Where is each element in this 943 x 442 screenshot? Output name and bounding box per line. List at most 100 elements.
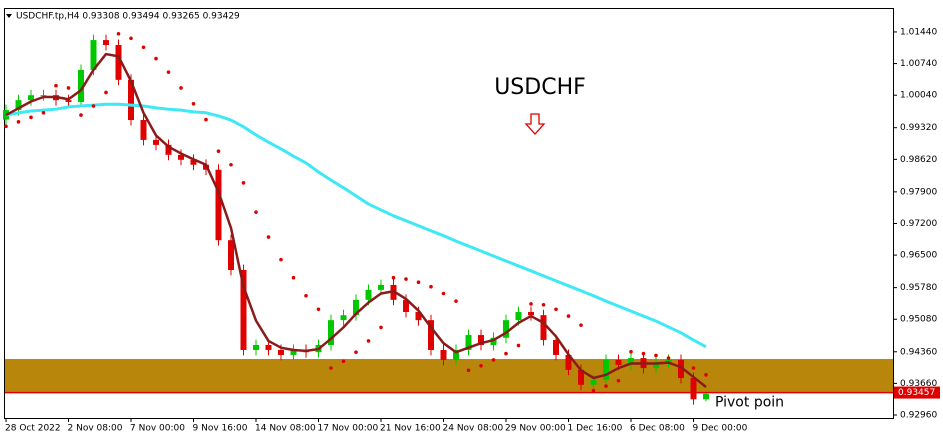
sar-dot: [404, 277, 408, 281]
candle-body: [478, 335, 484, 345]
sar-dot: [491, 358, 496, 362]
pivot-zone: [5, 359, 893, 393]
sar-dot: [541, 302, 546, 307]
candle-body: [353, 299, 359, 316]
candle-body: [153, 139, 159, 145]
candle-body: [540, 315, 547, 341]
candle-body: [553, 340, 559, 355]
sar-dot: [266, 235, 271, 239]
chart-header: USDCHF.tp,H4 0.93308 0.93494 0.93265 0.9…: [16, 12, 240, 22]
candle-body: [340, 315, 347, 321]
candle-body: [28, 95, 34, 101]
moving-average: [5, 52, 707, 388]
x-tick-label: 9 Nov 16:00: [193, 424, 248, 434]
sar-dot: [554, 307, 558, 312]
sar-dot: [579, 323, 583, 327]
candle-body: [265, 344, 272, 350]
y-tick-label: 0.95780: [900, 283, 937, 293]
sar-dot: [379, 325, 383, 330]
candle-body: [253, 344, 259, 350]
sar-dot: [229, 162, 233, 167]
candle-body: [453, 349, 459, 360]
sar-dot: [366, 339, 371, 343]
sar-dot: [29, 115, 33, 120]
x-tick-label: 21 Nov 16:00: [380, 424, 441, 434]
candle-body: [228, 240, 234, 271]
sar-dot: [341, 359, 346, 364]
sar-dot: [179, 86, 183, 90]
sar-dot: [391, 275, 396, 280]
sar-dot: [654, 353, 658, 358]
sar-dot: [516, 343, 521, 348]
sar-dot: [591, 388, 596, 393]
sar-dot: [566, 314, 571, 318]
candle-body: [403, 299, 409, 313]
sar-dot: [479, 363, 483, 368]
candle-body: [703, 393, 709, 400]
candle-body: [578, 369, 584, 385]
sar-dot: [141, 45, 146, 50]
sar-dot: [279, 257, 283, 262]
x-tick-label: 7 Nov 00:00: [130, 424, 185, 434]
x-tick-label: 9 Dec 00:00: [693, 424, 748, 434]
sar-dot: [216, 149, 221, 154]
candle-body: [653, 362, 659, 369]
sar-dot: [666, 356, 671, 360]
candle-body: [678, 359, 684, 378]
candle-body: [65, 100, 72, 102]
y-tick-label: 0.97200: [900, 219, 937, 229]
sar-dot: [54, 83, 58, 88]
sar-dot: [616, 378, 621, 383]
sar-dot: [304, 293, 308, 298]
sar-dot: [466, 368, 471, 373]
sar-dot: [4, 124, 8, 129]
x-tick-label: 28 Oct 2022: [5, 424, 61, 434]
candle-body: [278, 349, 284, 355]
zone-label: Pivot poin: [715, 395, 784, 411]
candle-body: [490, 337, 497, 345]
sar-dot: [641, 351, 646, 356]
candle-body: [690, 377, 697, 400]
sar-dot: [504, 351, 508, 356]
candle-body: [115, 45, 122, 80]
candle-body: [515, 312, 522, 321]
candle-body: [378, 284, 384, 290]
sar-dot: [429, 284, 433, 289]
candle-body: [190, 159, 197, 165]
sar-dot: [204, 117, 208, 122]
y-tick-label: 0.96500: [900, 251, 937, 261]
sar-dot: [441, 291, 446, 296]
x-tick-label: 24 Nov 08:00: [443, 424, 504, 434]
candle-body: [528, 312, 534, 316]
x-tick-label: 6 Dec 08:00: [630, 424, 685, 434]
sar-dot: [416, 280, 421, 285]
candle-body: [215, 169, 222, 241]
sar-dot: [291, 275, 296, 280]
candle-body: [103, 40, 109, 46]
sar-dot: [529, 302, 533, 306]
candle-body: [590, 379, 597, 385]
candle-body: [90, 40, 97, 70]
sar-dot: [104, 90, 108, 95]
sar-dot: [704, 373, 708, 377]
sar-dot: [166, 70, 171, 74]
moving-average: [5, 102, 707, 349]
annotation: USDCHF: [494, 75, 586, 100]
candle-body: [328, 320, 334, 345]
sar-dot: [679, 359, 683, 364]
sar-dot: [604, 384, 608, 388]
down-arrow: [524, 113, 546, 135]
candle-body: [140, 120, 147, 140]
x-tick-label: 1 Dec 16:00: [568, 424, 623, 434]
y-tick-label: 0.97900: [900, 187, 937, 197]
candle-body: [503, 320, 509, 338]
candle-body: [615, 359, 622, 365]
y-tick-label: 0.94360: [900, 347, 937, 357]
sar-dot: [79, 113, 83, 117]
sar-dot: [154, 56, 158, 61]
candle-body: [428, 320, 434, 350]
sar-dot: [254, 210, 258, 214]
sar-dot: [329, 366, 333, 370]
candle-body: [565, 354, 572, 370]
y-tick-label: 0.95080: [900, 315, 937, 325]
